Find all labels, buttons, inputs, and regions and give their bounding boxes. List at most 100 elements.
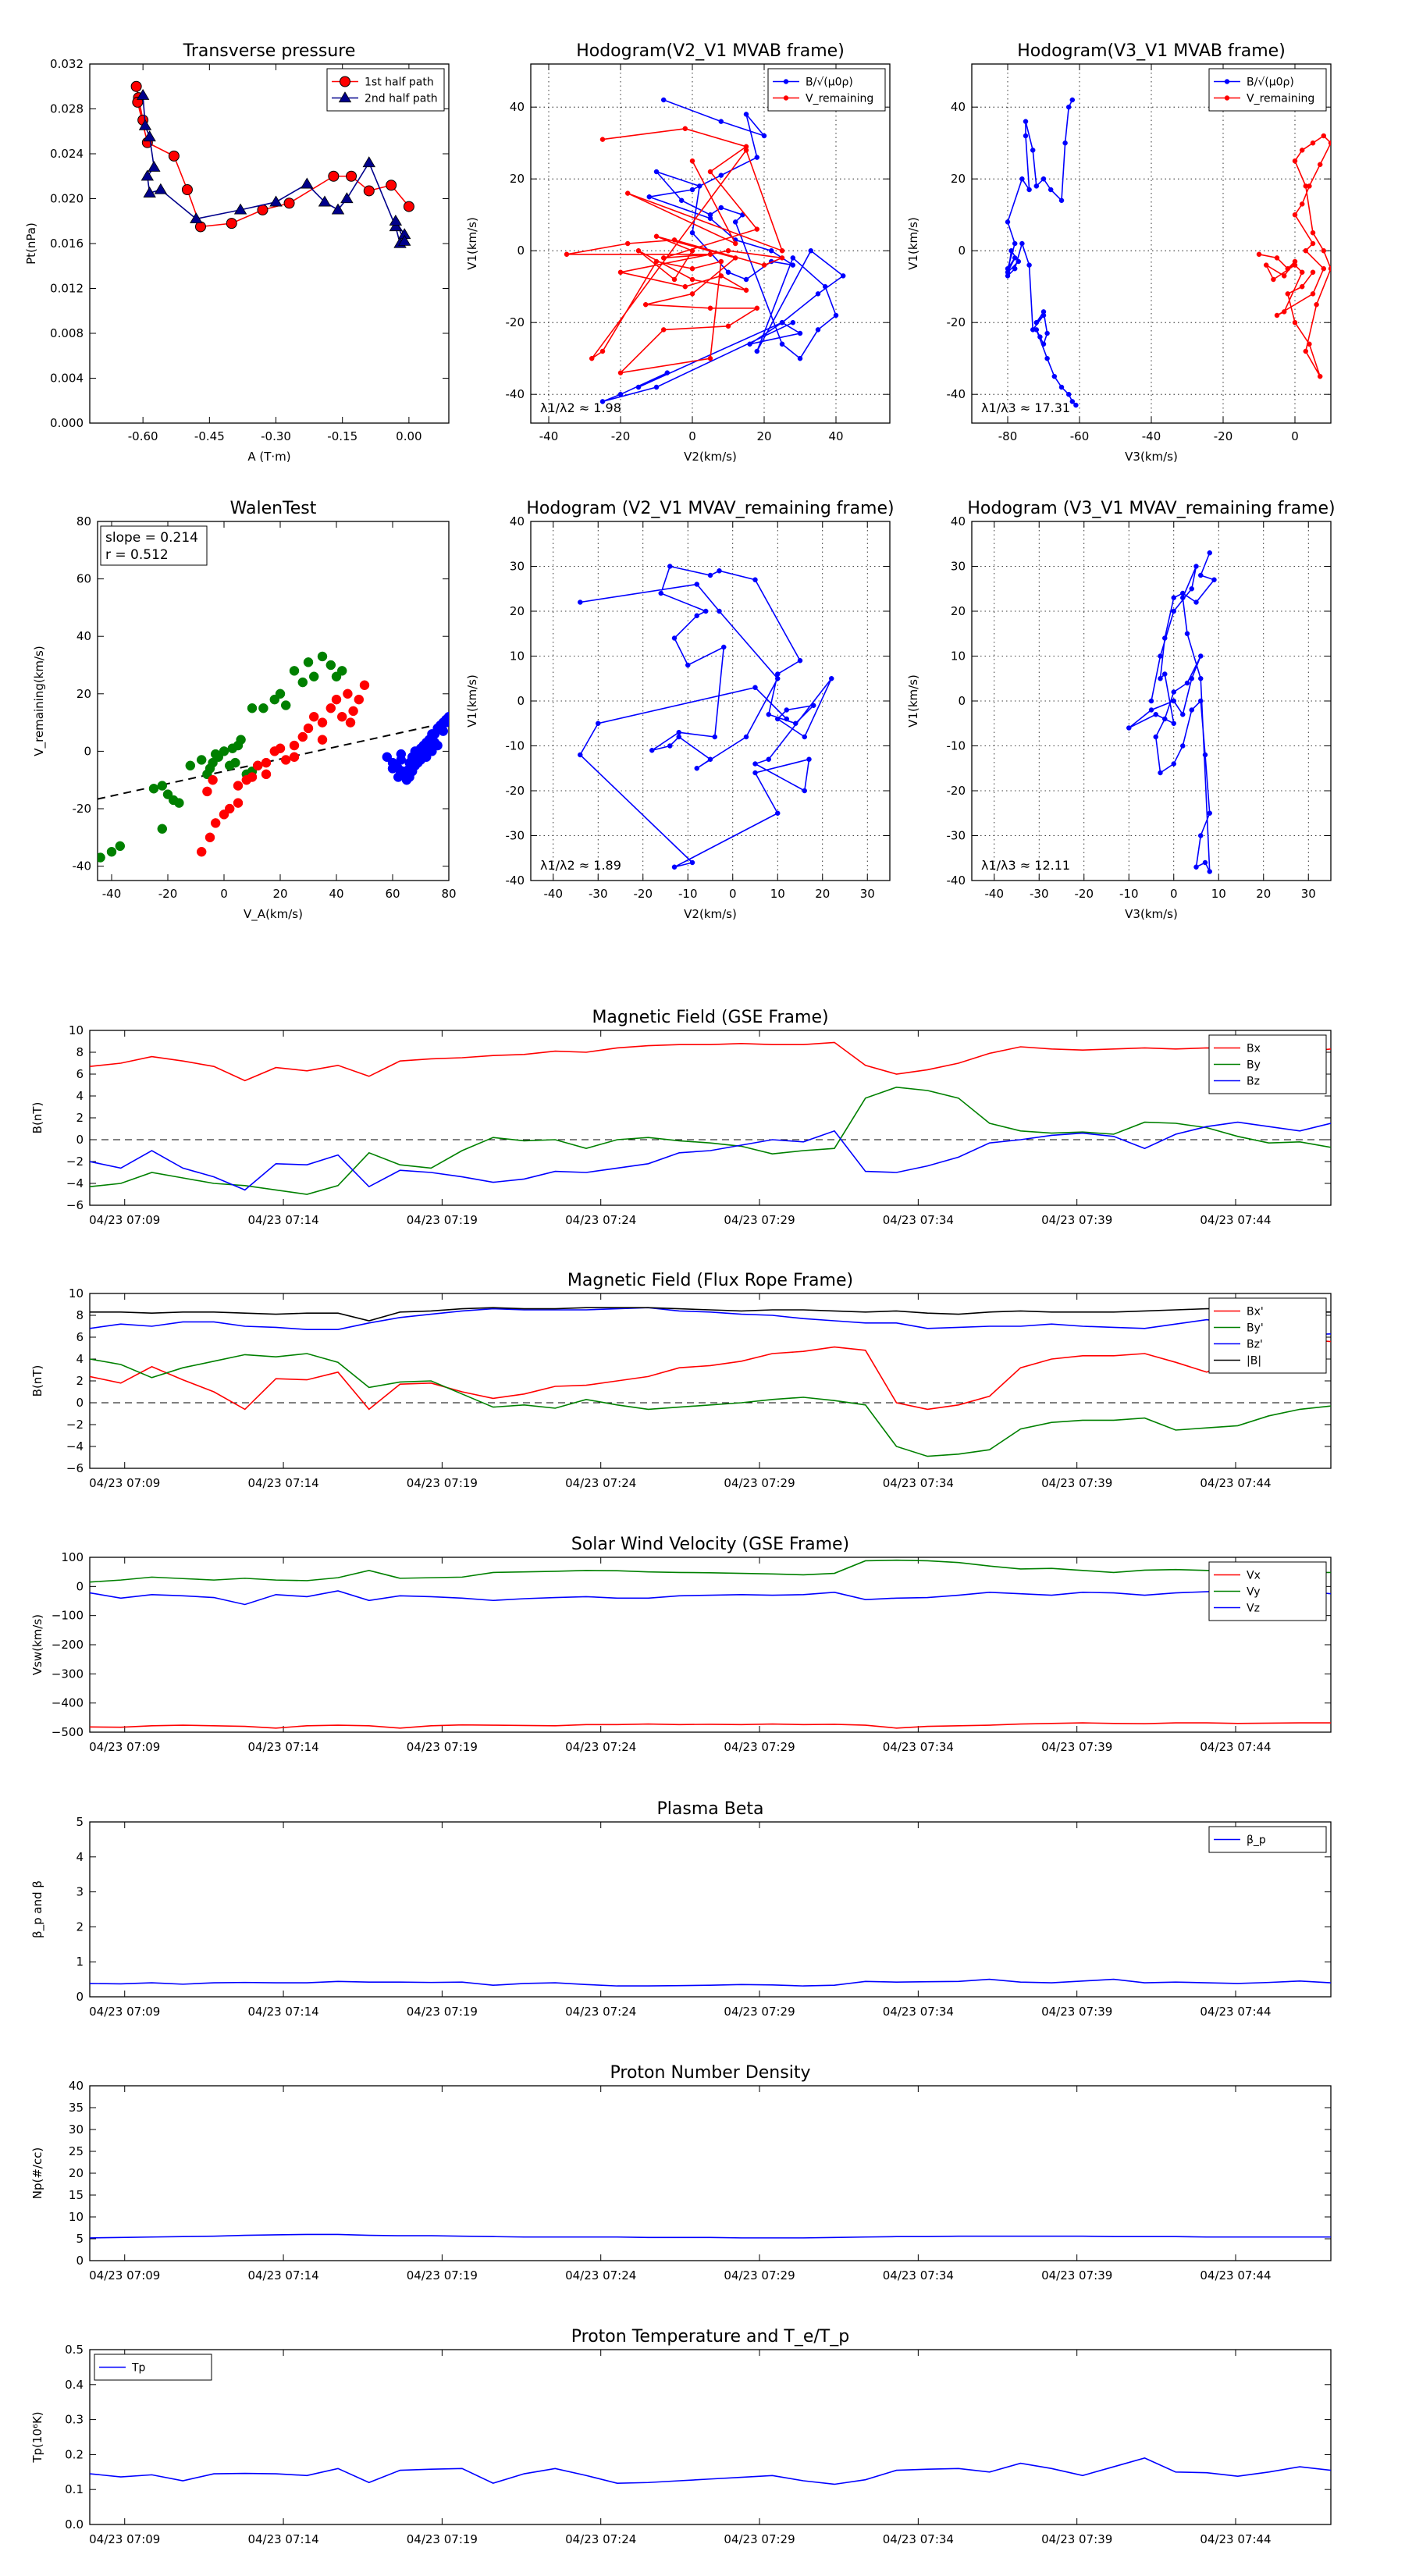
data-point xyxy=(174,798,184,808)
x-tick-label: -40 xyxy=(539,429,559,443)
x-tick-label: 04/23 07:39 xyxy=(1041,2268,1112,2282)
chart-legend: B/√(μ0ρ) V_remaining xyxy=(767,68,886,112)
series-by- xyxy=(90,1353,1331,1457)
data-point xyxy=(389,220,403,232)
x-tick-label: -40 xyxy=(985,887,1005,901)
y-tick-label: 2 xyxy=(76,1374,84,1388)
plot-frame xyxy=(89,1030,1332,1206)
data-point xyxy=(1292,262,1298,268)
data-point xyxy=(790,319,796,326)
data-point xyxy=(694,582,699,587)
data-point xyxy=(667,564,673,569)
data-point xyxy=(784,707,789,713)
data-point xyxy=(718,273,724,279)
x-tick-label: -20 xyxy=(158,887,178,901)
data-point xyxy=(676,730,681,735)
series-bz- xyxy=(90,1307,1331,1336)
x-axis-label: V3(km/s) xyxy=(1125,907,1178,921)
chart-legend: Tp xyxy=(94,2354,212,2381)
data-point xyxy=(1207,810,1212,816)
data-point xyxy=(766,712,771,717)
data-point xyxy=(1202,752,1208,758)
legend-label: Vz xyxy=(1247,1603,1260,1615)
y-tick-label: -20 xyxy=(506,784,525,798)
y-tick-label: -10 xyxy=(947,739,966,753)
data-point xyxy=(1023,133,1029,139)
slope-label: slope = 0.214 xyxy=(105,530,198,546)
x-tick-label: 04/23 07:14 xyxy=(247,1740,318,1754)
data-point xyxy=(1198,833,1204,838)
series-line xyxy=(90,1307,1331,1336)
y-tick-label: 5 xyxy=(76,2232,84,2246)
data-point xyxy=(671,276,678,283)
eigenvalue-ratio-label: λ1/λ3 ≈ 12.11 xyxy=(981,858,1070,873)
data-point xyxy=(1189,676,1194,681)
data-point xyxy=(689,265,695,272)
x-tick-label: -0.45 xyxy=(194,429,225,443)
x-tick-label: 04/23 07:09 xyxy=(89,1740,160,1754)
series-tp xyxy=(90,2457,1331,2485)
data-point xyxy=(1224,95,1230,101)
data-point xyxy=(1065,104,1072,110)
y-tick-label: 0 xyxy=(517,694,525,708)
chart-title: Proton Temperature and T_e/T_p xyxy=(571,2327,849,2347)
y-tick-label: −300 xyxy=(52,1667,84,1681)
plot-area xyxy=(564,97,846,404)
x-tick-label: 04/23 07:19 xyxy=(407,2268,478,2282)
data-point xyxy=(689,859,695,866)
chart-hodogram-v2v1-mvav: -40 -30 -20 -10 0 10 20 30 40 -40 -30 -20 -10 0 10 20 30… xyxy=(465,499,895,921)
y-axis-label: Tp(10⁶K) xyxy=(30,2411,44,2463)
data-point xyxy=(1189,586,1194,592)
data-point xyxy=(1207,869,1212,874)
legend-label: Bx' xyxy=(1247,1306,1264,1318)
series-v-remaining xyxy=(564,126,785,375)
data-point xyxy=(1148,698,1154,704)
y-tick-label: 60 xyxy=(76,572,91,586)
y-tick-label: 40 xyxy=(510,514,525,528)
chart-title: Hodogram (V3_V1 MVAV_remaining frame) xyxy=(967,499,1335,518)
y-axis-label: V1(km/s) xyxy=(465,217,479,270)
x-tick-label: 04/23 07:39 xyxy=(1041,2005,1112,2019)
data-point xyxy=(642,301,649,308)
y-tick-label: 35 xyxy=(69,2101,84,2115)
data-point xyxy=(806,756,812,762)
data-point xyxy=(743,276,749,283)
chart-title: Plasma Beta xyxy=(657,1799,764,1819)
y-tick-label: 20 xyxy=(951,172,966,186)
data-point xyxy=(667,743,673,749)
data-point xyxy=(1012,240,1018,247)
data-point xyxy=(725,269,731,276)
data-point xyxy=(1033,327,1040,333)
data-point xyxy=(689,229,695,236)
data-point xyxy=(196,755,207,765)
data-point xyxy=(1162,716,1168,722)
data-point xyxy=(653,384,660,390)
data-point xyxy=(833,312,839,318)
x-tick-label: 04/23 07:44 xyxy=(1200,1740,1271,1754)
data-point xyxy=(1162,671,1168,677)
data-point xyxy=(1044,330,1050,336)
data-point xyxy=(1040,309,1047,315)
series-b-0- xyxy=(1005,97,1079,408)
data-point xyxy=(386,180,397,191)
x-tick-label: 04/23 07:44 xyxy=(1200,1213,1271,1227)
x-tick-label: 04/23 07:39 xyxy=(1041,1213,1112,1227)
chart-legend: 1st half path 2nd half path xyxy=(326,68,445,112)
series-line xyxy=(90,1559,1331,1583)
data-point xyxy=(185,760,196,771)
y-tick-label: 0 xyxy=(84,744,91,758)
data-point xyxy=(140,169,155,181)
data-point xyxy=(362,156,375,168)
data-point xyxy=(427,729,437,739)
legend-label: V_remaining xyxy=(1247,93,1314,105)
data-point xyxy=(658,590,663,596)
data-point xyxy=(233,781,244,791)
x-tick-label: 04/23 07:14 xyxy=(247,2005,318,2019)
x-tick-label: 0 xyxy=(1170,887,1178,901)
x-tick-label: 04/23 07:14 xyxy=(247,2532,318,2546)
x-tick-label: 80 xyxy=(441,887,456,901)
y-tick-label: 8 xyxy=(76,1308,84,1322)
eigenvalue-ratio-label: λ1/λ2 ≈ 1.98 xyxy=(540,400,621,415)
y-tick-label: 20 xyxy=(76,687,91,701)
data-point xyxy=(252,760,263,771)
